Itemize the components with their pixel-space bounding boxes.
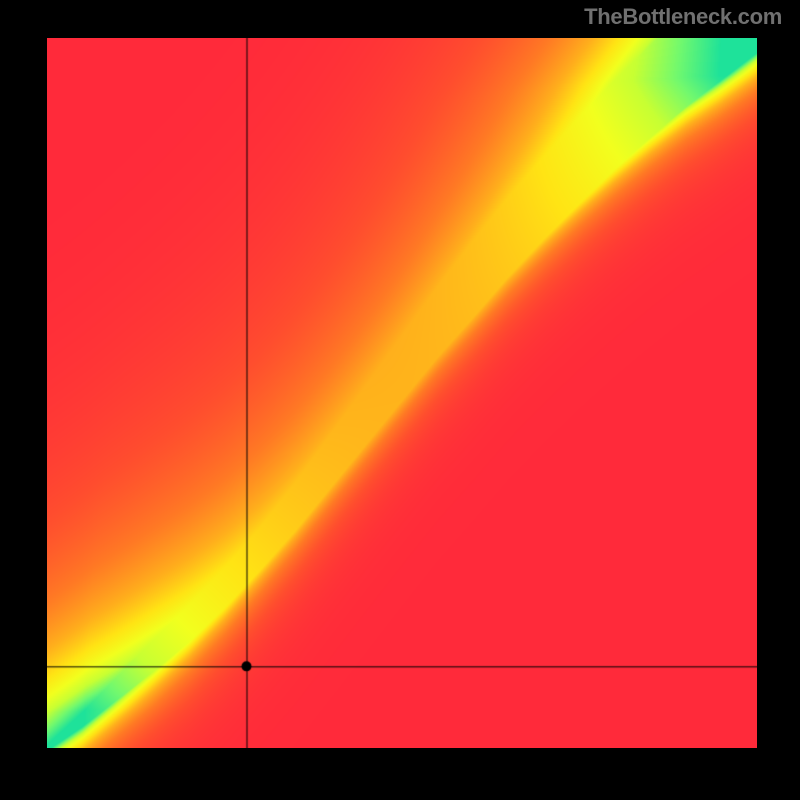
chart-container: TheBottleneck.com bbox=[0, 0, 800, 800]
heatmap-plot bbox=[47, 38, 757, 748]
heatmap-canvas bbox=[47, 38, 757, 748]
watermark-text: TheBottleneck.com bbox=[584, 4, 782, 30]
